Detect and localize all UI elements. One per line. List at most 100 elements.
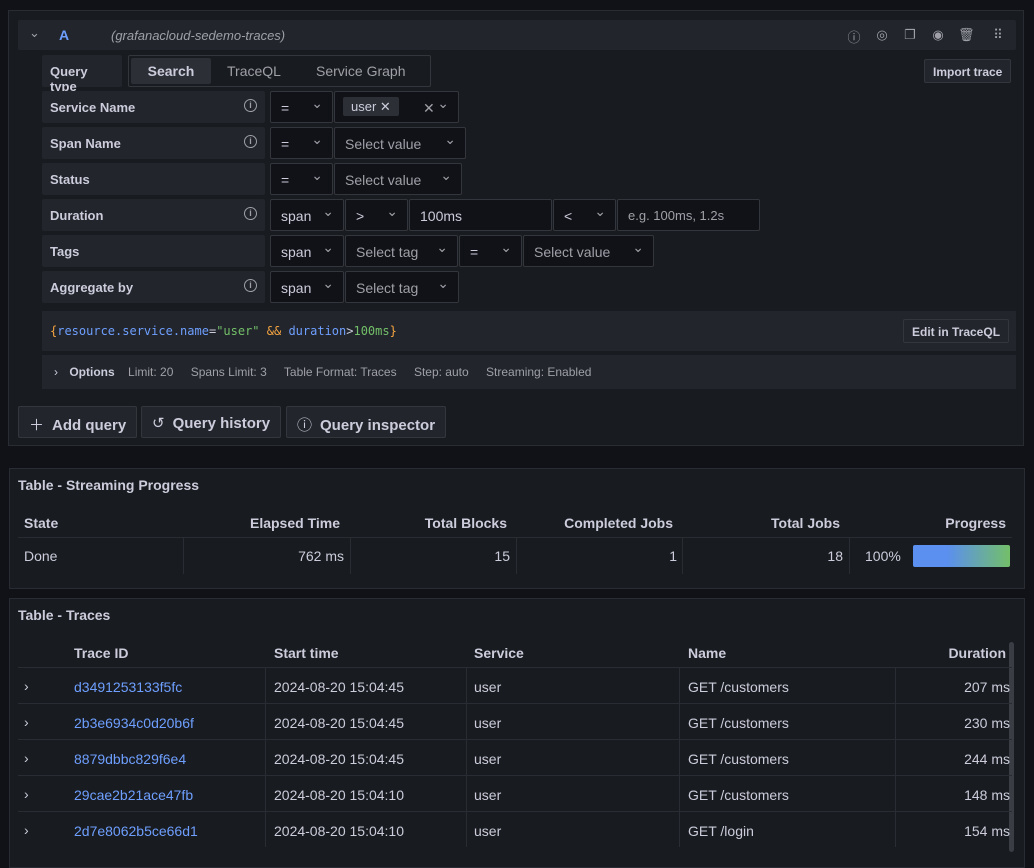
button-label: Add query <box>52 417 127 434</box>
label-text: Duration <box>50 208 104 223</box>
brace: } <box>389 324 397 338</box>
expand-row-icon[interactable]: › <box>24 822 29 838</box>
info-icon[interactable]: i <box>244 207 257 220</box>
query-type-radio <box>128 55 431 87</box>
clear-icon[interactable]: ✕ <box>423 100 435 116</box>
query-ref[interactable]: A <box>59 27 70 43</box>
divider <box>679 812 680 847</box>
intrinsic: duration <box>288 324 347 338</box>
label-text: Aggregate by <box>50 280 134 295</box>
tags-scope[interactable]: span <box>270 235 344 267</box>
aggregate-tag-select[interactable]: Select tag <box>345 271 459 303</box>
traceql-query: {resource.service.name="user" && duratio… <box>50 324 397 338</box>
scope-value: span <box>281 208 312 224</box>
placeholder: Select value <box>345 172 422 188</box>
status-operator[interactable]: = <box>270 163 333 195</box>
progress-track <box>913 545 1010 567</box>
query-type-service-graph[interactable]: Service Graph <box>316 63 406 79</box>
duration-min-operator[interactable]: > <box>345 199 408 231</box>
import-trace-button[interactable]: Import trace <box>924 59 1012 83</box>
service-name-operator[interactable]: = <box>270 91 333 123</box>
chevron-down-icon <box>436 244 448 261</box>
divider <box>350 538 351 574</box>
divider <box>18 703 1012 704</box>
total-jobs-cell: 18 <box>827 548 843 564</box>
option-streaming: Streaming: Enabled <box>486 365 592 379</box>
chevron-down-icon <box>594 208 606 225</box>
name-cell: GET /customers <box>688 679 789 695</box>
trace-id-link[interactable]: 8879dbbc829f6e4 <box>74 751 187 767</box>
history-icon: ↺ <box>152 415 165 432</box>
query-type-label: Query type <box>42 55 122 94</box>
divider <box>466 704 467 739</box>
tags-tag-select[interactable]: Select tag <box>345 235 458 267</box>
operator: = <box>208 324 217 338</box>
query-inspector-button[interactable]: ⓘ Query inspector <box>286 406 447 438</box>
collapse-chevron-icon[interactable]: ⌄ <box>29 25 40 40</box>
scrollbar[interactable] <box>1009 642 1014 852</box>
tag-text: user <box>351 99 377 114</box>
column-header: Trace ID <box>74 645 129 661</box>
divider <box>516 538 517 574</box>
options-bar[interactable]: › Options Limit: 20 Spans Limit: 3 Table… <box>42 355 1016 389</box>
divider <box>18 667 1012 668</box>
trace-id-link[interactable]: d3491253133f5fc <box>74 679 183 695</box>
duration-min-input[interactable]: 100ms <box>409 199 552 231</box>
span-name-value[interactable]: Select value <box>334 127 466 159</box>
query-history-button[interactable]: ↺ Query history <box>141 406 282 438</box>
edit-in-traceql-button[interactable]: Edit in TraceQL <box>903 319 1010 343</box>
chevron-down-icon <box>500 244 512 261</box>
expand-row-icon[interactable]: › <box>24 678 29 694</box>
expand-row-icon[interactable]: › <box>24 786 29 802</box>
aggregate-scope[interactable]: span <box>270 271 344 303</box>
status-value[interactable]: Select value <box>334 163 462 195</box>
info-icon[interactable]: i <box>244 135 257 148</box>
divider <box>679 668 680 703</box>
placeholder: Select tag <box>356 280 419 296</box>
service-name-value[interactable]: user ✕ ✕ <box>334 91 459 123</box>
duration-scope[interactable]: span <box>270 199 344 231</box>
datasource-name: (grafanacloud-sedemo-traces) <box>111 28 286 43</box>
option-step: Step: auto <box>413 365 469 379</box>
drag-handle-icon[interactable]: ⠿ <box>993 27 1003 42</box>
tags-value-select[interactable]: Select value <box>523 235 654 267</box>
trace-id-link[interactable]: 2b3e6934c0d20b6f <box>74 715 194 731</box>
duration-cell: 207 ms <box>964 679 1010 695</box>
operator-value: = <box>470 244 479 260</box>
divider <box>183 538 184 574</box>
progress-bar-fill <box>913 545 1010 567</box>
operator-value: < <box>564 208 573 224</box>
start-time-cell: 2024-08-20 15:04:45 <box>274 679 404 695</box>
divider <box>466 740 467 775</box>
expand-row-icon[interactable]: › <box>24 714 29 730</box>
divider <box>895 740 896 775</box>
help-icon[interactable]: ⓘ <box>847 30 861 45</box>
tags-operator[interactable]: = <box>459 235 522 267</box>
eye-icon[interactable]: ◉ <box>932 27 944 42</box>
add-query-button[interactable]: ＋ Add query <box>18 406 138 438</box>
trash-icon[interactable]: 🗑 <box>958 27 975 42</box>
service-name-label: Service Name i <box>42 91 265 123</box>
name-cell: GET /login <box>688 823 754 839</box>
duration-max-operator[interactable]: < <box>553 199 616 231</box>
column-header: State <box>24 515 59 531</box>
query-type-traceql[interactable]: TraceQL <box>227 63 281 79</box>
divider <box>265 740 266 775</box>
span-name-operator[interactable]: = <box>270 127 333 159</box>
info-icon[interactable]: i <box>244 99 257 112</box>
expand-row-icon[interactable]: › <box>24 750 29 766</box>
number: 100ms <box>353 324 390 338</box>
divider <box>18 739 1012 740</box>
trace-id-link[interactable]: 29cae2b21ace47fb <box>74 787 194 803</box>
info-icon[interactable]: i <box>244 279 257 292</box>
service-cell: user <box>474 715 502 731</box>
remove-tag-icon[interactable]: ✕ <box>379 99 391 114</box>
copy-icon[interactable]: ❐ <box>904 27 916 42</box>
column-header: Duration <box>948 645 1006 661</box>
info-icon: ⓘ <box>297 417 313 434</box>
target-icon[interactable]: ◎ <box>876 27 888 42</box>
trace-id-link[interactable]: 2d7e8062b5ce66d1 <box>74 823 198 839</box>
query-type-search[interactable]: Search <box>131 58 211 84</box>
duration-max-input[interactable]: e.g. 100ms, 1.2s <box>617 199 760 231</box>
divider <box>18 811 1012 812</box>
